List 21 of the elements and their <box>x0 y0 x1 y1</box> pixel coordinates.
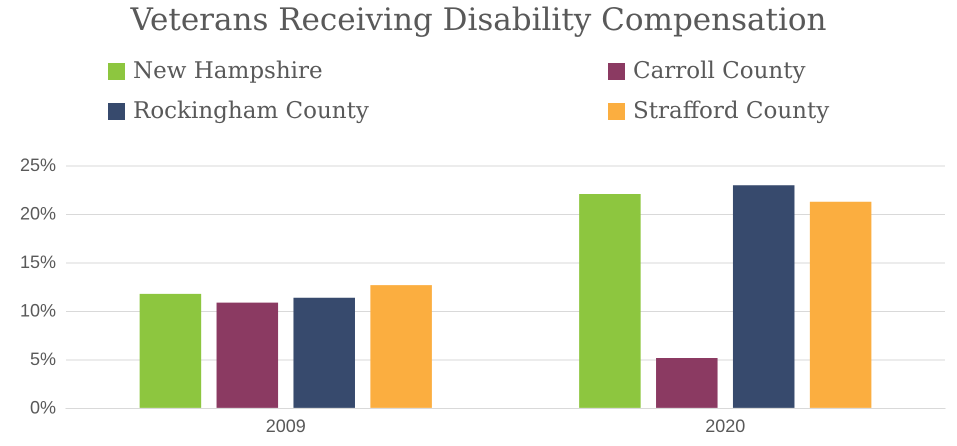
y-tick-label: 10% <box>20 300 56 320</box>
bar <box>810 202 872 408</box>
y-tick-label: 25% <box>20 154 56 175</box>
bar <box>732 185 794 408</box>
y-tick-label: 0% <box>30 397 56 418</box>
x-tick-label: 2009 <box>266 416 306 436</box>
y-tick-label: 20% <box>20 203 56 224</box>
y-tick-label: 5% <box>30 348 56 369</box>
bar <box>140 294 202 408</box>
legend-label: Rockingham County <box>133 98 369 124</box>
x-tick-label: 2020 <box>705 416 746 436</box>
legend-label: New Hampshire <box>133 58 323 84</box>
legend-label: Carroll County <box>633 58 806 84</box>
chart-title: Veterans Receiving Disability Compensation <box>129 2 828 38</box>
bar <box>370 285 432 408</box>
bar <box>293 298 355 408</box>
bar <box>656 358 718 408</box>
bar <box>216 302 278 408</box>
legend-label: Strafford County <box>633 98 830 124</box>
y-tick-label: 15% <box>20 252 56 272</box>
bar <box>579 194 641 408</box>
